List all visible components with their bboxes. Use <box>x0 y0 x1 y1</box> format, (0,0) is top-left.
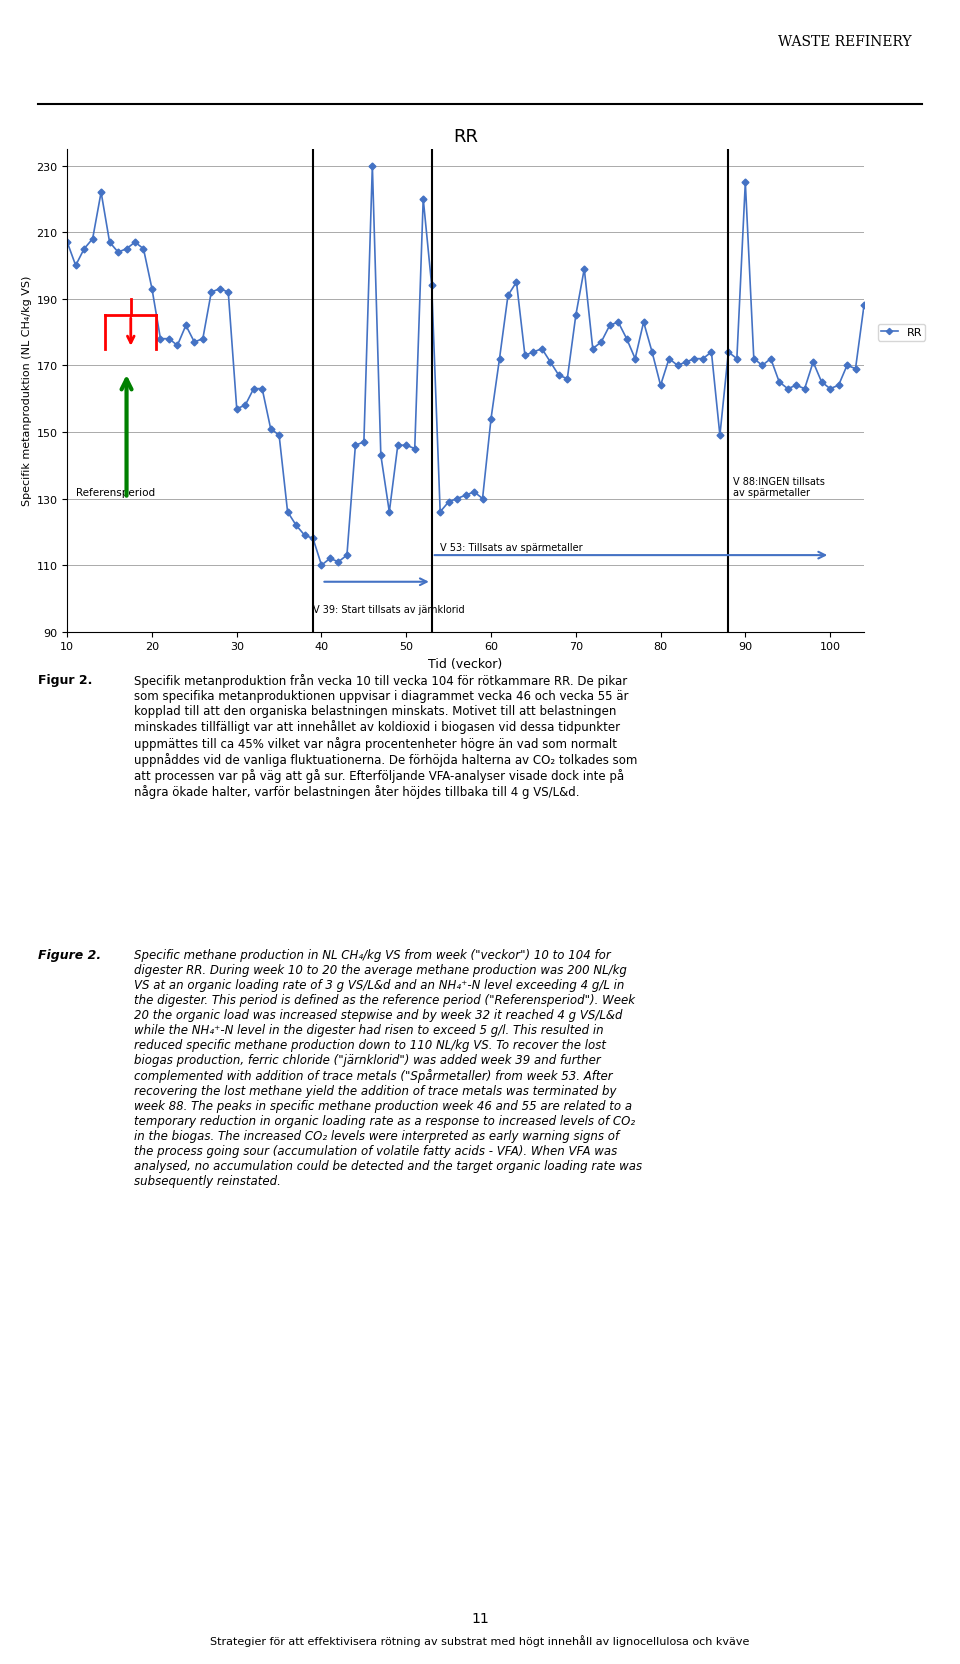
Text: 11: 11 <box>471 1611 489 1626</box>
X-axis label: Tid (veckor): Tid (veckor) <box>428 657 503 671</box>
RR <box>663 349 675 369</box>
Y-axis label: Specifik metanproduktion (NL CH₄/kg VS): Specifik metanproduktion (NL CH₄/kg VS) <box>22 276 33 506</box>
Text: Specific methane production in NL CH₄/kg VS from week ("veckor") 10 to 104 for
d: Specific methane production in NL CH₄/kg… <box>134 948 642 1188</box>
Line: RR: RR <box>64 165 867 567</box>
RR <box>95 183 107 203</box>
RR <box>858 296 870 316</box>
Text: V 88:INGEN tillsats
av spärmetaller: V 88:INGEN tillsats av spärmetaller <box>732 476 825 498</box>
Text: Figur 2.: Figur 2. <box>38 674 93 687</box>
Text: V 39: Start tillsats av järnklorid: V 39: Start tillsats av järnklorid <box>313 604 465 614</box>
Text: WASTE REFINERY: WASTE REFINERY <box>779 35 912 48</box>
RR <box>621 329 633 349</box>
RR <box>316 556 327 576</box>
RR <box>205 283 217 303</box>
Text: Specifik metanproduktion från vecka 10 till vecka 104 för rötkammare RR. De pika: Specifik metanproduktion från vecka 10 t… <box>134 674 637 799</box>
RR <box>637 313 649 333</box>
Text: Figure 2.: Figure 2. <box>38 948 102 962</box>
RR <box>672 356 684 376</box>
Legend: RR: RR <box>877 324 925 341</box>
RR <box>61 233 73 253</box>
Text: V 53: Tillsats av spärmetaller: V 53: Tillsats av spärmetaller <box>441 542 583 552</box>
Text: Referensperiod: Referensperiod <box>76 488 155 498</box>
Text: Strategier för att effektivisera rötning av substrat med högt innehåll av lignoc: Strategier för att effektivisera rötning… <box>210 1634 750 1646</box>
Title: RR: RR <box>453 128 478 145</box>
RR <box>367 156 378 176</box>
